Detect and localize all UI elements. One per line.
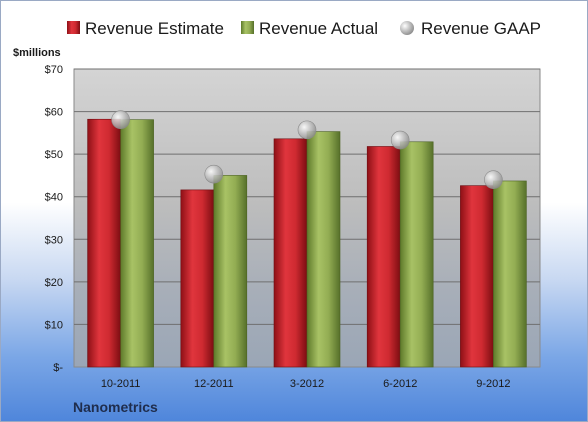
x-tick-label: 10-2011 (101, 378, 141, 390)
legend-item-estimate: Revenue Estimate (67, 19, 224, 38)
x-axis-ticks: 10-2011 12-2011 3-2012 6-2012 9-2012 (101, 378, 511, 390)
y-axis-ticks: $- $10 $20 $30 $40 $50 $60 $70 (45, 64, 64, 374)
gaap-marker (204, 164, 224, 184)
bar-revenue-actual (493, 180, 527, 368)
x-tick-label: 9-2012 (476, 378, 510, 390)
legend-label-actual: Revenue Actual (259, 19, 378, 38)
gaap-marker (390, 130, 410, 150)
y-tick-label: $40 (45, 192, 63, 204)
bar-revenue-estimate (180, 189, 215, 368)
bar-revenue-actual (399, 141, 434, 368)
company-label: Nanometrics (73, 399, 158, 415)
legend-label-estimate: Revenue Estimate (85, 19, 224, 38)
legend-label-gaap: Revenue GAAP (421, 19, 541, 38)
x-tick-label: 12-2011 (194, 378, 234, 390)
y-tick-label: $20 (45, 277, 63, 289)
legend: Revenue Estimate Revenue Actual Revenue … (67, 19, 541, 38)
x-tick-label: 3-2012 (290, 378, 324, 390)
y-tick-label: $50 (45, 149, 63, 161)
gaap-marker (484, 170, 503, 189)
y-tick-label: $- (53, 362, 63, 374)
unit-label: $millions (13, 47, 61, 59)
x-tick-label: 6-2012 (383, 378, 417, 390)
bar-revenue-estimate (460, 185, 494, 368)
legend-swatch-estimate (67, 21, 80, 34)
bar-revenue-estimate (366, 146, 401, 368)
bar-revenue-estimate (87, 118, 121, 368)
gaap-markers (111, 110, 503, 189)
bars (87, 118, 527, 368)
y-tick-label: $10 (45, 319, 63, 331)
y-tick-label: $70 (45, 64, 63, 76)
bar-revenue-estimate (273, 138, 308, 368)
legend-item-gaap: Revenue GAAP (400, 19, 541, 38)
y-tick-label: $30 (45, 234, 63, 246)
bar-revenue-actual (213, 175, 248, 368)
legend-swatch-gaap (400, 21, 414, 35)
gaap-marker (297, 120, 317, 140)
legend-item-actual: Revenue Actual (241, 19, 378, 38)
gaap-marker (111, 110, 130, 129)
y-tick-label: $60 (45, 107, 63, 119)
bar-revenue-actual (306, 131, 341, 368)
legend-swatch-actual (241, 21, 254, 34)
bar-revenue-actual (120, 119, 154, 368)
